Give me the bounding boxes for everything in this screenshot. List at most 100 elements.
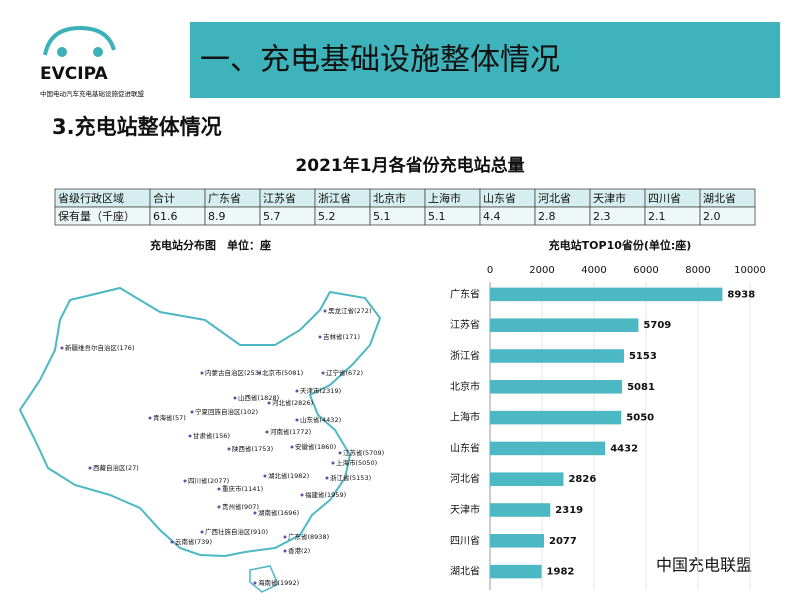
table-cell-text: 湖北省	[703, 192, 736, 205]
map-label: 河南省(1772)	[270, 427, 311, 436]
table-cell-text: 浙江省	[318, 192, 351, 205]
map-label: 内蒙古自治区(253)	[205, 368, 261, 377]
map-label: 重庆市(1141)	[222, 484, 263, 493]
value-label: 4432	[610, 443, 638, 454]
map-label: 吉林省(171)	[323, 332, 360, 341]
value-label: 5709	[643, 320, 671, 331]
map-dot	[321, 371, 325, 375]
map-dot	[227, 447, 231, 451]
table-cell-text: 2.0	[703, 210, 721, 223]
y-tick-label: 江苏省	[450, 318, 480, 331]
map-dot	[295, 389, 299, 393]
map-dot	[200, 530, 204, 534]
title-box	[190, 22, 780, 98]
table-cell-text: 5.2	[318, 210, 336, 223]
value-label: 5050	[626, 413, 654, 424]
map-label: 江苏省(5709)	[343, 448, 384, 457]
x-tick-label: 0	[487, 265, 493, 276]
x-tick-label: 10000	[734, 265, 766, 276]
map-label: 新疆维吾尔自治区(176)	[65, 343, 134, 352]
table-cell	[699, 206, 756, 226]
logo-subtitle: 中国电动汽车充电基础设施促进联盟	[40, 89, 145, 98]
table-cell-text: 2.1	[648, 210, 666, 223]
value-label: 2319	[555, 505, 583, 516]
map-label: 山西省(1828)	[238, 393, 279, 402]
map-dot	[257, 371, 261, 375]
table-cell-text: 5.7	[263, 210, 281, 223]
x-tick-label: 2000	[529, 265, 554, 276]
slide-title: 一、充电基础设施整体情况	[200, 43, 560, 78]
map-dot	[323, 309, 327, 313]
value-label: 2826	[568, 474, 596, 485]
map-dot	[253, 511, 257, 515]
table-cell-text: 山东省	[483, 192, 516, 205]
map-label: 河北省(2826)	[272, 398, 313, 407]
table-cell-text: 河北省	[538, 192, 571, 205]
table-cell-text: 广东省	[208, 192, 241, 205]
map-label: 宁夏回族自治区(102)	[195, 407, 258, 416]
table-cell-text: 合计	[153, 191, 175, 205]
y-tick-label: 湖北省	[450, 565, 480, 578]
x-tick-label: 8000	[685, 265, 710, 276]
table-title: 2021年1月各省份充电站总量	[295, 155, 524, 176]
logo: EVCIPA 中国电动汽车充电基础设施促进联盟	[40, 25, 145, 98]
map-dot	[290, 445, 294, 449]
table-cell-text: 北京市	[373, 191, 406, 205]
map-label: 辽宁省(672)	[326, 368, 363, 377]
table-cell-text: 2.8	[538, 210, 556, 223]
map-label: 湖南省(1696)	[258, 508, 299, 517]
y-tick-label: 浙江省	[450, 349, 480, 362]
table-cell-text: 2.3	[593, 210, 611, 223]
table-cell-text: 5.1	[428, 210, 446, 223]
table-cell-text: 天津市	[593, 191, 626, 205]
map-label: 甘肃省(156)	[193, 431, 230, 440]
map-label: 云南省(739)	[175, 537, 212, 546]
map-label: 西藏自治区(27)	[93, 463, 139, 472]
table-cell-text: 8.9	[208, 210, 226, 223]
map-dot	[190, 410, 194, 414]
map-dot	[170, 540, 174, 544]
map-label: 广西壮族自治区(910)	[205, 527, 268, 536]
map-title: 充电站分布图 单位：座	[150, 238, 271, 252]
bar	[490, 287, 723, 302]
bar	[490, 349, 624, 363]
map-label: 湖北省(1982)	[268, 471, 309, 480]
bar	[490, 564, 542, 579]
section-title: 3.充电站整体情况	[52, 115, 222, 139]
bar	[490, 410, 622, 425]
value-label: 5153	[629, 351, 657, 362]
map-dot	[188, 434, 192, 438]
map-label: 四川省(2077)	[188, 476, 229, 485]
map-dot	[183, 479, 187, 483]
bar	[490, 534, 545, 548]
map-dot	[283, 535, 287, 539]
map-labels: 黑龙江省(272) 吉林省(171) 辽宁省(672) 新疆维吾尔自治区(176) 内蒙…	[60, 306, 384, 587]
map-label: 山东省(4432)	[300, 415, 341, 424]
y-tick-label: 北京市	[450, 380, 480, 393]
map-label: 福建省(1959)	[305, 490, 346, 499]
value-label: 1982	[547, 567, 575, 578]
map-label: 北京市(5081)	[262, 368, 303, 377]
bar	[490, 503, 551, 517]
map-dot	[148, 416, 152, 420]
map-dot	[318, 335, 322, 339]
map-dot	[233, 396, 237, 400]
bar	[490, 318, 639, 332]
map-label: 广东省(8938)	[288, 532, 329, 541]
table-cell-text: 四川省	[648, 192, 681, 205]
map-dot	[60, 346, 64, 350]
value-label: 5081	[627, 382, 655, 393]
map-dot	[217, 487, 221, 491]
table-cell-text: 5.1	[373, 210, 391, 223]
logo-text: EVCIPA	[40, 64, 108, 84]
chart-title: 充电站TOP10省份(单位:座)	[549, 238, 692, 252]
map-dot	[88, 466, 92, 470]
y-tick-label: 广东省	[450, 287, 480, 300]
map-dot	[263, 474, 267, 478]
y-tick-label: 山东省	[450, 441, 480, 454]
table-cell-text: 上海市	[428, 191, 461, 205]
map-dot	[265, 430, 269, 434]
logo-wheel	[57, 47, 67, 57]
bar	[490, 380, 623, 394]
